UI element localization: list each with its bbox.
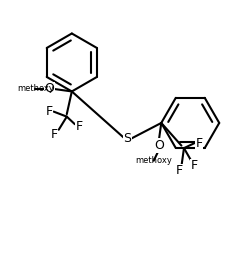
Text: S: S	[123, 132, 131, 145]
Text: F: F	[46, 105, 53, 118]
Text: F: F	[191, 159, 198, 172]
Text: F: F	[76, 120, 83, 133]
Text: O: O	[154, 139, 164, 152]
Text: methoxy: methoxy	[135, 156, 172, 165]
Text: F: F	[51, 128, 58, 141]
Text: F: F	[175, 164, 182, 177]
Text: O: O	[44, 82, 54, 96]
Text: F: F	[196, 137, 203, 150]
Text: methoxy: methoxy	[17, 84, 54, 93]
